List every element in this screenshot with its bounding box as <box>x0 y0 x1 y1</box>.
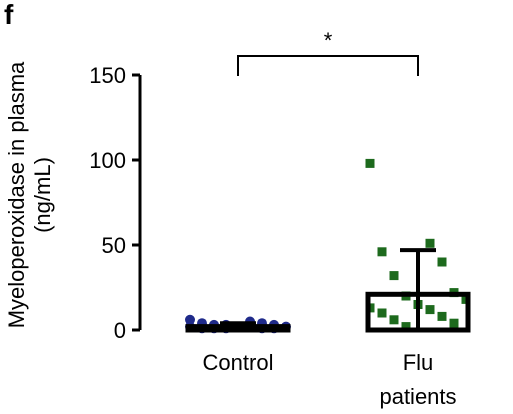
y-tick-label: 150 <box>89 63 126 88</box>
y-tick-label: 50 <box>102 233 126 258</box>
data-point <box>377 247 387 257</box>
data-point <box>437 257 447 267</box>
data-point <box>365 158 375 168</box>
data-point <box>437 311 447 321</box>
data-point <box>401 322 411 332</box>
data-point <box>377 308 387 318</box>
y-tick-label: 0 <box>114 318 126 343</box>
panel-label: f <box>4 0 14 30</box>
data-point <box>389 271 399 281</box>
significance-bracket <box>237 55 419 76</box>
data-point <box>425 238 435 248</box>
data-point <box>389 315 399 325</box>
significance-label: * <box>324 28 333 53</box>
data-point <box>449 318 459 328</box>
y-axis-label: Myeloperoxidase in plasma (ng/mL) <box>4 61 55 329</box>
y-tick-label: 100 <box>89 148 126 173</box>
x-tick-label: Control <box>202 350 274 375</box>
x-tick-label: Flu patients <box>379 350 457 409</box>
data-point <box>425 305 435 315</box>
